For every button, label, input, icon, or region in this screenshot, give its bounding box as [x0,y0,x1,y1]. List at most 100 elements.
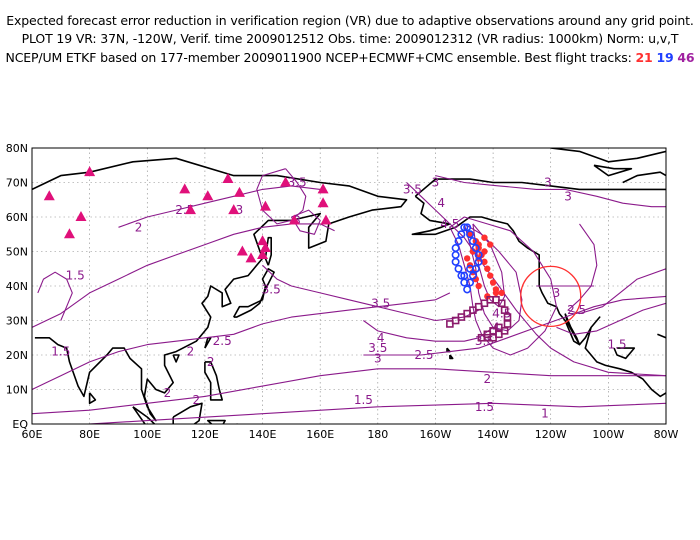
observation-triangle [257,248,269,259]
track-19-point [468,271,477,280]
track-19-point [451,250,460,259]
observation-triangle [228,204,240,215]
track-21-point [475,241,482,248]
contour-label: 2 [164,386,172,400]
contour-label: 3.5 [371,296,390,310]
track-21-label: 21 [635,50,653,65]
contour-line [363,295,666,356]
contour-label: 3.5 [262,282,281,296]
contour-label: 1.5 [51,345,70,359]
observation-triangle [320,214,332,225]
contour-line [37,271,73,321]
contour-label: 2 [192,393,200,407]
track-19-point [463,223,472,232]
contour-line [567,223,666,315]
coastline [613,347,636,360]
observation-triangle [259,200,271,211]
coastline [449,354,454,360]
track-19-point [466,230,475,239]
track-46-point [495,323,503,332]
verification-region-circle [520,265,582,328]
track-19-point [474,250,483,259]
contour-label: 3 [564,189,572,203]
track-19-point [468,237,477,246]
contour-label: 1.5 [66,269,85,283]
coastline [207,419,226,424]
lon-tick-label: 160E [306,428,334,441]
coastline [204,361,223,401]
ensemble-text: NCEP/UM ETKF based on 177-member 2009011… [5,50,632,65]
lat-tick-label: 20N [6,349,28,362]
contour-line [262,264,479,322]
lat-lon-grid [32,148,666,424]
lat-tick-label: 30N [6,315,28,328]
contour-line [256,168,307,225]
lon-tick-label: 140W [477,428,509,441]
lon-tick-label: 180 [367,428,388,441]
observation-triangle [317,197,329,208]
observation-triangle [202,190,214,201]
lat-tick-label: 40N [6,280,28,293]
observation-triangle [280,176,292,187]
lon-tick-label: 80E [79,428,100,441]
contour-label: 3 [544,176,552,190]
track-21-point [487,272,494,279]
lon-tick-label: 160W [420,428,452,441]
track-21-point [481,248,488,255]
contour-label: 1.5 [354,393,373,407]
track-19-point [460,271,469,280]
lon-tick-label: 120E [191,428,219,441]
coastline [564,313,581,346]
observation-triangle [179,183,191,194]
observation-triangle [233,186,245,197]
lon-tick-label: 60E [22,428,43,441]
track-21-point [475,282,482,290]
contour-line [556,302,666,335]
contour-label: 4 [437,196,445,210]
contour-label: 2 [484,372,492,386]
contour-label: 2 [135,220,143,234]
track-21-point [481,258,488,266]
track-21-point [472,275,479,283]
track-46-point [503,320,512,328]
coastline [550,148,666,163]
track-19-point [454,237,463,246]
contour-label: 4 [377,331,385,345]
track-19-point [471,244,480,253]
track-19-point [457,271,466,280]
track-19-point [466,278,475,287]
coastlines [32,148,666,424]
observation-triangle [84,166,96,177]
track-46-point [497,299,506,308]
track-21-point [487,241,494,248]
coastline [446,347,451,353]
contour-label: 3 [553,286,561,300]
coastline [264,236,272,266]
contour-label: 3.5 [403,182,422,196]
track-21-point [489,279,497,286]
contour-label: 3 [432,176,440,190]
track-19-point [457,230,466,239]
contour-label: 2 [187,345,195,359]
lat-tick-label: 70N [6,177,28,190]
contour-label: 3 [236,203,244,217]
track-46-point [500,306,509,314]
coastline [172,402,203,424]
contour-label: 1 [541,407,549,421]
contour-label: 2.5 [567,303,586,317]
track-21-point [463,255,471,262]
coastline [172,354,180,363]
track-21-point [466,231,474,238]
observation-triangle [245,252,257,263]
coastline [204,337,212,349]
track-19-point [463,285,472,294]
lat-tick-label: 80N [6,142,28,155]
coastline [32,157,408,422]
lat-tick-label: EQ [12,418,28,431]
map-frame [31,147,667,425]
contour-label: 4.5 [440,217,459,231]
contour-labels: 333.544.5333.532.521.533.53.543.532.52.5… [51,176,626,421]
observation-triangle [63,228,75,239]
coastline [622,171,666,184]
